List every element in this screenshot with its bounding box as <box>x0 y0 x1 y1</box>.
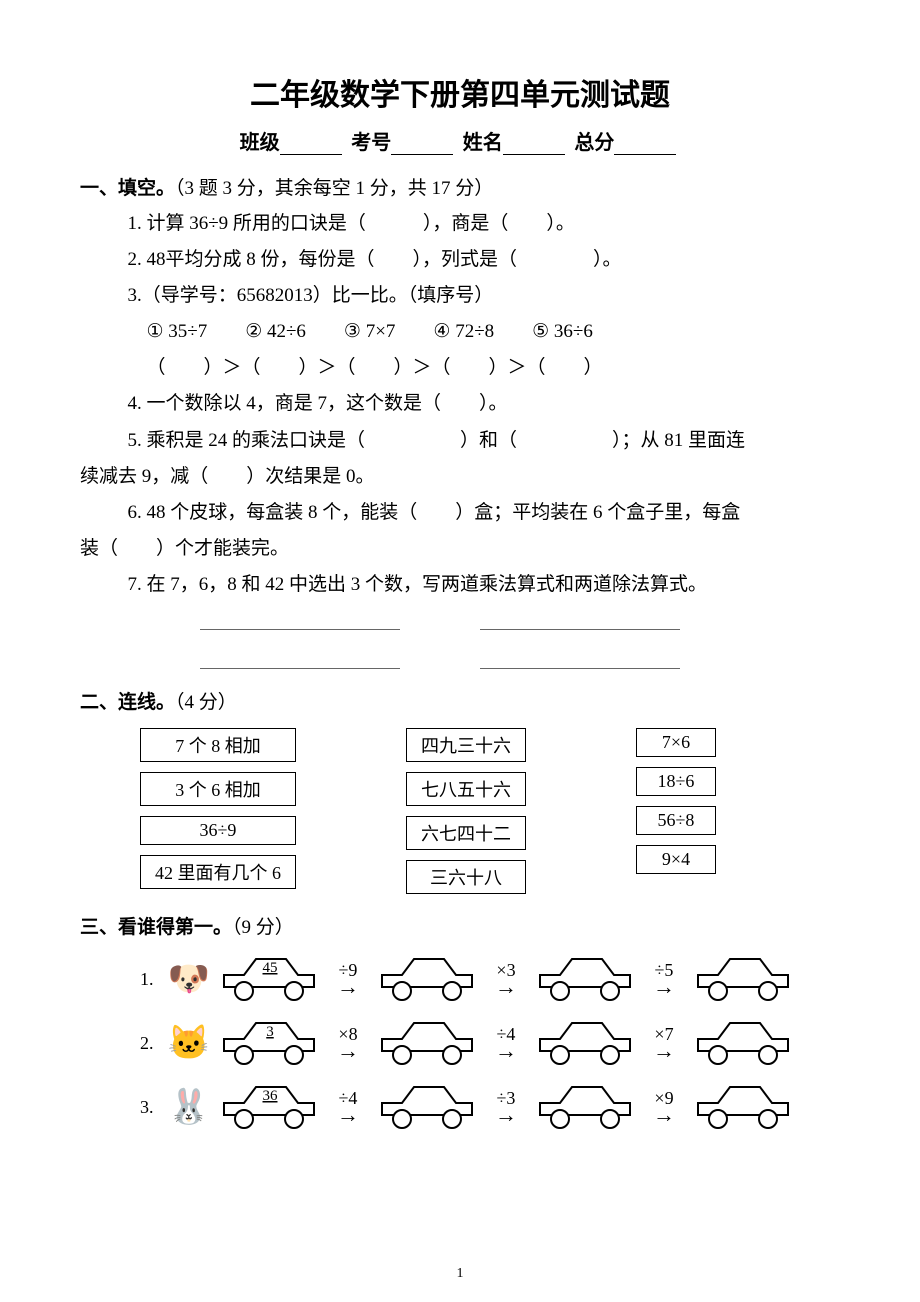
match-box[interactable]: 七八五十六 <box>406 772 526 806</box>
match-box[interactable]: 三六十八 <box>406 860 526 894</box>
class-blank[interactable] <box>280 134 342 155</box>
match-col-3: 7×6 18÷6 56÷8 9×4 <box>636 728 716 894</box>
car-icon <box>688 953 798 1005</box>
match-box[interactable]: 六七四十二 <box>406 816 526 850</box>
page-title: 二年级数学下册第四单元测试题 <box>80 70 840 114</box>
s1-q3a: 3.（导学号：65682013）比一比。（填序号） <box>80 278 840 314</box>
answer-line[interactable] <box>200 648 400 669</box>
answer-line[interactable] <box>200 609 400 630</box>
car-value: 36 <box>214 1081 324 1133</box>
car-blank[interactable] <box>372 1081 482 1133</box>
svg-text:3: 3 <box>266 1024 274 1040</box>
match-box[interactable]: 36÷9 <box>140 816 296 845</box>
car-icon <box>372 1081 482 1133</box>
name-blank[interactable] <box>503 134 565 155</box>
car-value: 45 <box>214 953 324 1005</box>
match-box[interactable]: 56÷8 <box>636 806 716 835</box>
car-icon: 45 <box>214 953 324 1005</box>
car-icon <box>372 953 482 1005</box>
operation-arrow: ×8→ <box>328 1025 368 1062</box>
car-blank[interactable] <box>530 953 640 1005</box>
match-boxes: 7 个 8 相加 3 个 6 相加 36÷9 42 里面有几个 6 四九三十六七八五十… <box>140 728 840 894</box>
s1-note: （3 题 3 分，其余每空 1 分，共 17 分） <box>175 178 493 199</box>
operation-arrow: ÷4→ <box>328 1089 368 1126</box>
operation-arrow: ÷5→ <box>644 961 684 998</box>
chain-number: 3. <box>140 1097 164 1118</box>
car-icon: 36 <box>214 1081 324 1133</box>
animal-icon: 🐱 <box>164 1023 214 1063</box>
chain-row: 3.🐰 36 ÷4→ ÷3→ ×9→ <box>140 1081 840 1133</box>
svg-text:36: 36 <box>263 1088 279 1104</box>
answer-line[interactable] <box>480 609 680 630</box>
car-blank[interactable] <box>688 1017 798 1069</box>
car-icon <box>372 1017 482 1069</box>
exam-page: 二年级数学下册第四单元测试题 班级 考号 姓名 总分 一、填空。（3 题 3 分… <box>0 0 920 1302</box>
total-blank[interactable] <box>614 134 676 155</box>
class-label: 班级 <box>240 132 280 154</box>
chain-number: 1. <box>140 969 164 990</box>
s1-q1: 1. 计算 36÷9 所用的口诀是（ ），商是（ ）。 <box>80 206 840 242</box>
car-blank[interactable] <box>530 1081 640 1133</box>
chain-row: 1.🐶 45 ÷9→ ×3→ ÷5→ <box>140 953 840 1005</box>
animal-icon: 🐶 <box>164 959 214 999</box>
car-icon <box>688 1081 798 1133</box>
car-value: 3 <box>214 1017 324 1069</box>
s1-q5b: 续减去 9，减（ ）次结果是 0。 <box>80 459 840 495</box>
match-box[interactable]: 7×6 <box>636 728 716 757</box>
match-box[interactable]: 18÷6 <box>636 767 716 796</box>
s1-q5a: 5. 乘积是 24 的乘法口诀是（ ）和（ ）；从 81 里面连 <box>80 423 840 459</box>
s1-q3c: （ ）＞（ ）＞（ ）＞（ ）＞（ ） <box>80 350 840 386</box>
match-col-2: 四九三十六七八五十六六七四十二三六十八 <box>406 728 526 894</box>
total-label: 总分 <box>574 132 614 154</box>
operation-arrow: ÷9→ <box>328 961 368 998</box>
car-icon: 3 <box>214 1017 324 1069</box>
chain-row: 2.🐱 3 ×8→ ÷4→ ×7→ <box>140 1017 840 1069</box>
section-3-head: 三、看谁得第一。（9 分） <box>80 912 840 939</box>
svg-text:45: 45 <box>263 960 278 976</box>
match-box[interactable]: 四九三十六 <box>406 728 526 762</box>
section-1-head: 一、填空。（3 题 3 分，其余每空 1 分，共 17 分） <box>80 173 840 200</box>
operation-arrow: ÷3→ <box>486 1089 526 1126</box>
match-col-1: 7 个 8 相加 3 个 6 相加 36÷9 42 里面有几个 6 <box>140 728 296 894</box>
car-blank[interactable] <box>530 1017 640 1069</box>
info-line: 班级 考号 姓名 总分 <box>80 126 840 155</box>
match-box[interactable]: 9×4 <box>636 845 716 874</box>
chain-block: 1.🐶 45 ÷9→ ×3→ ÷5→ 2.🐱 3 ×8→ ÷4→ ×7→ <box>140 953 840 1133</box>
operation-arrow: ×7→ <box>644 1025 684 1062</box>
operation-arrow: ×9→ <box>644 1089 684 1126</box>
s2-note: （4 分） <box>175 692 237 713</box>
car-blank[interactable] <box>372 1017 482 1069</box>
examno-label: 考号 <box>351 132 391 154</box>
name-label: 姓名 <box>463 132 503 154</box>
s3-note: （9 分） <box>232 917 294 938</box>
answer-line[interactable] <box>480 648 680 669</box>
operation-arrow: ×3→ <box>486 961 526 998</box>
operation-arrow: ÷4→ <box>486 1025 526 1062</box>
animal-icon: 🐰 <box>164 1087 214 1127</box>
s1-q6b: 装（ ）个才能装完。 <box>80 531 840 567</box>
s1-q3b: ① 35÷7 ② 42÷6 ③ 7×7 ④ 72÷8 ⑤ 36÷6 <box>80 314 840 350</box>
match-box[interactable]: 7 个 8 相加 <box>140 728 296 762</box>
page-number: 1 <box>0 1266 920 1282</box>
s3-title: 三、看谁得第一。 <box>80 917 232 938</box>
match-box[interactable]: 42 里面有几个 6 <box>140 855 296 889</box>
s2-title: 二、连线。 <box>80 692 175 713</box>
car-icon <box>530 1081 640 1133</box>
s1-q6a: 6. 48 个皮球，每盒装 8 个，能装（ ）盒；平均装在 6 个盒子里，每盒 <box>80 495 840 531</box>
car-blank[interactable] <box>372 953 482 1005</box>
s1-q2: 2. 48平均分成 8 份，每份是（ ），列式是（ ）。 <box>80 242 840 278</box>
car-icon <box>530 953 640 1005</box>
car-blank[interactable] <box>688 1081 798 1133</box>
chain-number: 2. <box>140 1033 164 1054</box>
match-box[interactable]: 3 个 6 相加 <box>140 772 296 806</box>
answer-lines <box>200 609 840 669</box>
section-2-head: 二、连线。（4 分） <box>80 687 840 714</box>
s1-q7: 7. 在 7，6，8 和 42 中选出 3 个数，写两道乘法算式和两道除法算式。 <box>80 567 840 603</box>
s1-title: 一、填空。 <box>80 178 175 199</box>
examno-blank[interactable] <box>391 134 453 155</box>
car-icon <box>688 1017 798 1069</box>
s1-q4: 4. 一个数除以 4，商是 7，这个数是（ ）。 <box>80 386 840 422</box>
car-blank[interactable] <box>688 953 798 1005</box>
car-icon <box>530 1017 640 1069</box>
